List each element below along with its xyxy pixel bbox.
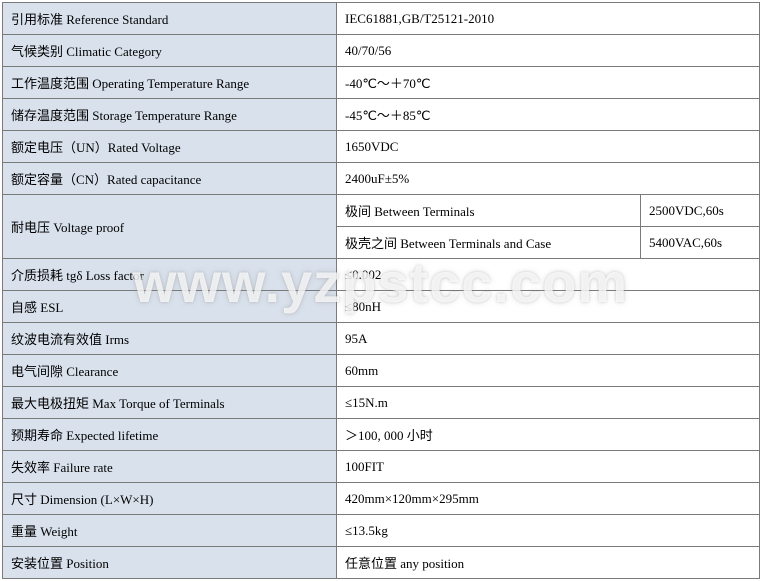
table-row: 重量 Weight ≤13.5kg bbox=[3, 515, 760, 547]
spec-label: 纹波电流有效值 Irms bbox=[3, 323, 337, 355]
table-row: 自感 ESL ≤80nH bbox=[3, 291, 760, 323]
table-row: 气候类别 Climatic Category 40/70/56 bbox=[3, 35, 760, 67]
table-row: 预期寿命 Expected lifetime ＞100, 000 小时 bbox=[3, 419, 760, 451]
spec-value: 100FIT bbox=[337, 451, 760, 483]
spec-table: 引用标准 Reference Standard IEC61881,GB/T251… bbox=[2, 2, 760, 579]
spec-value: 95A bbox=[337, 323, 760, 355]
spec-label: 预期寿命 Expected lifetime bbox=[3, 419, 337, 451]
table-row: 尺寸 Dimension (L×W×H) 420mm×120mm×295mm bbox=[3, 483, 760, 515]
spec-label: 自感 ESL bbox=[3, 291, 337, 323]
spec-label: 尺寸 Dimension (L×W×H) bbox=[3, 483, 337, 515]
spec-subvalue: 2500VDC,60s bbox=[641, 195, 760, 227]
spec-value: IEC61881,GB/T25121-2010 bbox=[337, 3, 760, 35]
table-row: 储存温度范围 Storage Temperature Range -45℃～＋8… bbox=[3, 99, 760, 131]
spec-label: 最大电极扭矩 Max Torque of Terminals bbox=[3, 387, 337, 419]
spec-sublabel: 极间 Between Terminals bbox=[337, 195, 641, 227]
spec-label: 电气间隙 Clearance bbox=[3, 355, 337, 387]
spec-value: -45℃～＋85℃ bbox=[337, 99, 760, 131]
spec-value: 60mm bbox=[337, 355, 760, 387]
spec-label: 失效率 Failure rate bbox=[3, 451, 337, 483]
spec-value: ≤13.5kg bbox=[337, 515, 760, 547]
spec-label: 重量 Weight bbox=[3, 515, 337, 547]
spec-value: 2400uF±5% bbox=[337, 163, 760, 195]
spec-value: ≤15N.m bbox=[337, 387, 760, 419]
spec-value: 1650VDC bbox=[337, 131, 760, 163]
spec-value: ≤80nH bbox=[337, 291, 760, 323]
spec-label: 储存温度范围 Storage Temperature Range bbox=[3, 99, 337, 131]
spec-label: 气候类别 Climatic Category bbox=[3, 35, 337, 67]
spec-label: 额定电压（UN）Rated Voltage bbox=[3, 131, 337, 163]
spec-value: 40/70/56 bbox=[337, 35, 760, 67]
spec-label: 介质损耗 tgδ Loss factor bbox=[3, 259, 337, 291]
spec-label: 引用标准 Reference Standard bbox=[3, 3, 337, 35]
table-row: 失效率 Failure rate 100FIT bbox=[3, 451, 760, 483]
spec-subvalue: 5400VAC,60s bbox=[641, 227, 760, 259]
spec-label: 工作温度范围 Operating Temperature Range bbox=[3, 67, 337, 99]
table-row: 额定容量（CN）Rated capacitance 2400uF±5% bbox=[3, 163, 760, 195]
table-row: 工作温度范围 Operating Temperature Range -40℃～… bbox=[3, 67, 760, 99]
spec-value: 420mm×120mm×295mm bbox=[337, 483, 760, 515]
table-row: 安装位置 Position 任意位置 any position bbox=[3, 547, 760, 579]
spec-value: ＞100, 000 小时 bbox=[337, 419, 760, 451]
table-row: 额定电压（UN）Rated Voltage 1650VDC bbox=[3, 131, 760, 163]
spec-value: ≤0.002 bbox=[337, 259, 760, 291]
table-row: 最大电极扭矩 Max Torque of Terminals ≤15N.m bbox=[3, 387, 760, 419]
spec-label: 安装位置 Position bbox=[3, 547, 337, 579]
table-row: 耐电压 Voltage proof 极间 Between Terminals 2… bbox=[3, 195, 760, 227]
spec-label-voltage-proof: 耐电压 Voltage proof bbox=[3, 195, 337, 259]
spec-label: 额定容量（CN）Rated capacitance bbox=[3, 163, 337, 195]
table-row: 电气间隙 Clearance 60mm bbox=[3, 355, 760, 387]
table-row: 纹波电流有效值 Irms 95A bbox=[3, 323, 760, 355]
table-row: 介质损耗 tgδ Loss factor ≤0.002 bbox=[3, 259, 760, 291]
table-row: 引用标准 Reference Standard IEC61881,GB/T251… bbox=[3, 3, 760, 35]
spec-value: -40℃～＋70℃ bbox=[337, 67, 760, 99]
spec-value: 任意位置 any position bbox=[337, 547, 760, 579]
spec-sublabel: 极壳之间 Between Terminals and Case bbox=[337, 227, 641, 259]
